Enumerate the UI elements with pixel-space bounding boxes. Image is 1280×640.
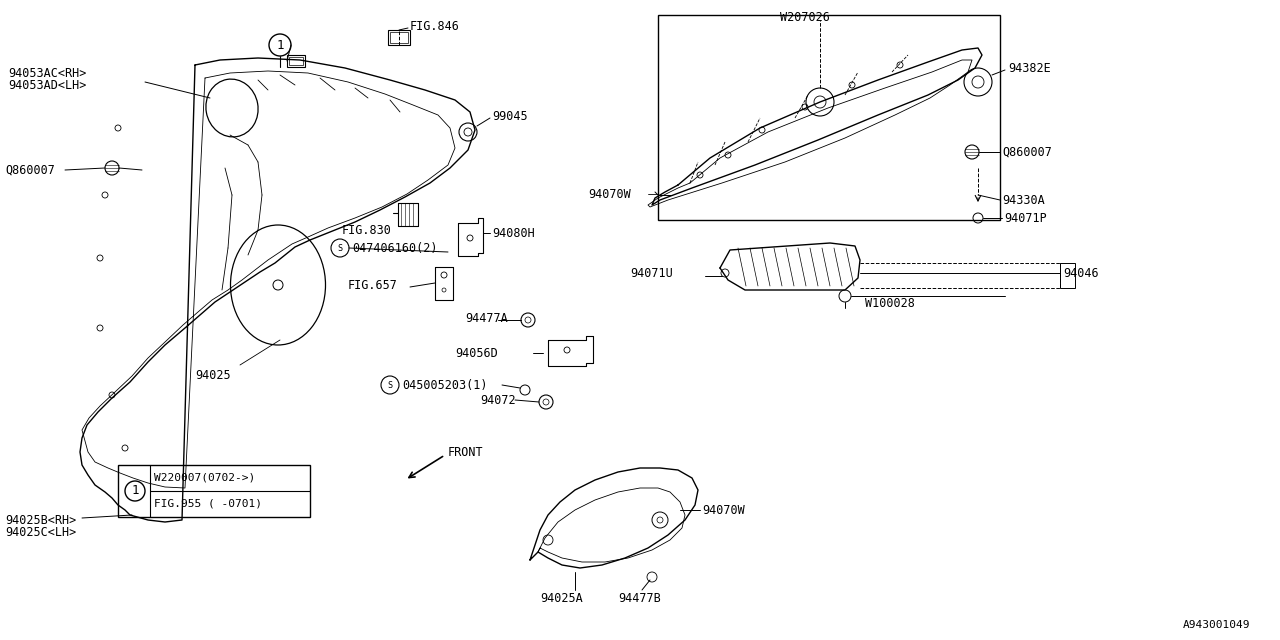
- Text: FIG.846: FIG.846: [410, 19, 460, 33]
- Text: 99045: 99045: [492, 109, 527, 122]
- Text: 045005203(1): 045005203(1): [402, 378, 488, 392]
- Text: FIG.955 ( -0701): FIG.955 ( -0701): [154, 499, 262, 509]
- Text: FRONT: FRONT: [448, 445, 484, 458]
- Text: 94070W: 94070W: [588, 188, 631, 200]
- Bar: [390, 32, 408, 43]
- Text: 94053AC<RH>: 94053AC<RH>: [8, 67, 86, 79]
- Text: 94477A: 94477A: [465, 312, 508, 324]
- Text: S: S: [388, 381, 393, 390]
- Text: S: S: [338, 243, 343, 253]
- Text: 94070W: 94070W: [701, 504, 745, 516]
- Text: 94382E: 94382E: [1009, 61, 1051, 74]
- Text: Q860007: Q860007: [5, 163, 55, 177]
- Text: A943001049: A943001049: [1183, 620, 1251, 630]
- Text: 94071U: 94071U: [630, 266, 673, 280]
- Text: W207026: W207026: [780, 10, 829, 24]
- Text: 94025B<RH>: 94025B<RH>: [5, 513, 77, 527]
- Bar: [287, 55, 305, 67]
- Bar: [1060, 263, 1075, 288]
- Text: 1: 1: [132, 484, 138, 497]
- Text: 94330A: 94330A: [1002, 193, 1044, 207]
- Text: 94053AD<LH>: 94053AD<LH>: [8, 79, 86, 92]
- Text: 047406160(2): 047406160(2): [352, 241, 438, 255]
- Text: 94025: 94025: [195, 369, 230, 381]
- Text: 94056D: 94056D: [454, 346, 498, 360]
- Bar: [289, 57, 303, 65]
- Text: 94025C<LH>: 94025C<LH>: [5, 525, 77, 538]
- Text: FIG.657: FIG.657: [348, 278, 398, 291]
- Bar: [658, 15, 1000, 220]
- Text: W220007(0702->): W220007(0702->): [154, 473, 255, 483]
- Bar: [118, 465, 310, 517]
- Text: Q860007: Q860007: [1002, 145, 1052, 159]
- Bar: [388, 30, 410, 45]
- Text: 94046: 94046: [1062, 266, 1098, 280]
- Text: 94080H: 94080H: [492, 227, 535, 239]
- Text: 94025A: 94025A: [540, 591, 582, 605]
- Text: 94477B: 94477B: [618, 591, 660, 605]
- Text: 94072: 94072: [480, 394, 516, 406]
- Text: W100028: W100028: [865, 296, 915, 310]
- Text: 94071P: 94071P: [1004, 211, 1047, 225]
- Text: FIG.830: FIG.830: [342, 223, 392, 237]
- Text: 1: 1: [276, 38, 284, 51]
